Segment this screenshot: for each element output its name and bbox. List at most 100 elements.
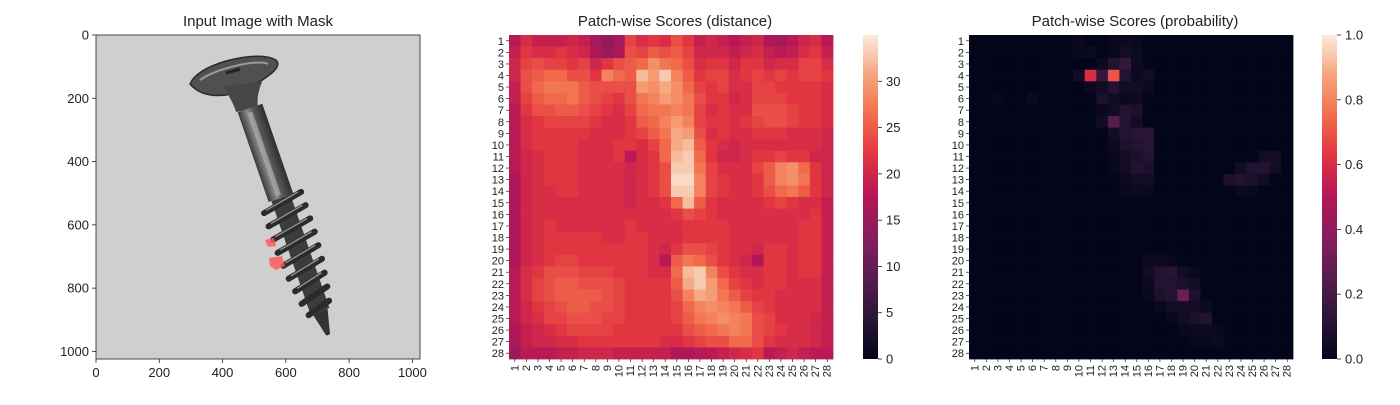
probability-heatmap-cell xyxy=(1281,92,1294,105)
probability-heatmap-cell xyxy=(1142,58,1155,71)
distance-heatmap-y-label: 20 xyxy=(492,256,504,268)
probability-heatmap-x-label: 21 xyxy=(1201,365,1213,377)
distance-heatmap-cell xyxy=(624,92,637,105)
probability-heatmap-cell xyxy=(1212,243,1224,256)
distance-heatmap-cell xyxy=(555,197,568,209)
distance-heatmap-cell xyxy=(555,266,568,279)
probability-heatmap-cell xyxy=(1188,46,1201,59)
distance-heatmap-cell xyxy=(798,92,811,105)
probability-heatmap-cell xyxy=(1235,335,1248,348)
image-y-tick-label: 800 xyxy=(67,281,89,296)
probability-heatmap-cell xyxy=(1003,185,1016,198)
probability-heatmap-cell xyxy=(1038,173,1051,186)
distance-heatmap-cell xyxy=(532,162,545,175)
distance-heatmap-cell xyxy=(671,58,683,71)
probability-heatmap-cell xyxy=(1084,139,1097,152)
probability-heatmap-cell xyxy=(1177,197,1190,209)
distance-heatmap-cell xyxy=(763,347,776,360)
distance-heatmap-cell xyxy=(728,58,741,71)
distance-heatmap-cells xyxy=(509,35,834,360)
probability-heatmap-cell xyxy=(1223,266,1236,279)
distance-heatmap-cell xyxy=(624,127,637,140)
probability-heatmap-cell xyxy=(1281,58,1294,71)
distance-heatmap-cell xyxy=(647,266,660,279)
probability-heatmap-cell xyxy=(1223,220,1236,233)
probability-heatmap-y-label: 16 xyxy=(952,209,964,221)
probability-heatmap-cell xyxy=(1177,266,1190,279)
distance-heatmap-cell xyxy=(682,58,695,71)
distance-heatmap-cell xyxy=(566,35,579,47)
probability-heatmap-cell xyxy=(1073,266,1086,279)
distance-heatmap-cell xyxy=(671,208,683,221)
distance-heatmap-cell xyxy=(682,139,695,152)
probability-heatmap-cell xyxy=(1223,254,1236,267)
distance-heatmap-cell xyxy=(590,312,602,325)
distance-heatmap-cell xyxy=(555,335,568,348)
probability-heatmap-cell xyxy=(980,139,993,152)
distance-heatmap-cell xyxy=(659,347,672,360)
probability-heatmap-cell xyxy=(1015,208,1028,221)
distance-heatmap-cell xyxy=(613,335,626,348)
distance-heatmap-cell xyxy=(705,150,718,163)
distance-heatmap-cell xyxy=(717,197,730,209)
probability-heatmap-cell xyxy=(1188,208,1201,221)
distance-heatmap-cell xyxy=(566,312,579,325)
distance-heatmap-cell xyxy=(705,173,718,186)
probability-heatmap-cell xyxy=(1050,220,1062,233)
probability-heatmap-cell xyxy=(1096,46,1109,59)
distance-heatmap-cell xyxy=(590,173,602,186)
distance-heatmap-cell xyxy=(717,347,730,360)
probability-heatmap-cell xyxy=(1165,92,1178,105)
distance-heatmap-cell xyxy=(786,197,799,209)
probability-heatmap-cell xyxy=(1223,197,1236,209)
probability-heatmap-cell xyxy=(1258,81,1271,94)
distance-heatmap-x-label: 11 xyxy=(625,365,637,376)
probability-heatmap-cell xyxy=(1188,324,1201,337)
probability-heatmap-cell xyxy=(1212,289,1224,302)
probability-heatmap-cell xyxy=(1073,312,1086,325)
distance-heatmap-cell xyxy=(543,35,556,47)
distance-heatmap-cell xyxy=(578,231,591,244)
probability-heatmap-cell xyxy=(1073,347,1086,360)
distance-heatmap-cell xyxy=(728,266,741,279)
probability-heatmap-cell xyxy=(1269,208,1282,221)
probability-heatmap-cell xyxy=(1188,127,1201,140)
distance-heatmap-cell xyxy=(636,312,649,325)
distance-heatmap-cell xyxy=(694,312,707,325)
probability-heatmap-x-label: 25 xyxy=(1247,365,1259,377)
probability-heatmap-cell xyxy=(992,104,1005,117)
distance-heatmap-cell xyxy=(532,243,545,256)
distance-heatmap-cell xyxy=(775,266,788,279)
distance-heatmap-cell xyxy=(786,254,799,267)
probability-heatmap-x-label: 1 xyxy=(969,365,981,371)
distance-colorbar xyxy=(863,35,878,359)
probability-heatmap-cell xyxy=(1223,58,1236,71)
probability-heatmap-cell xyxy=(1084,46,1097,59)
probability-heatmap-y-label: 7 xyxy=(958,105,964,117)
distance-heatmap-x-label: 25 xyxy=(787,365,799,377)
probability-heatmap-cell xyxy=(1142,301,1155,314)
distance-heatmap-cell xyxy=(705,335,718,348)
distance-heatmap-y-label: 1 xyxy=(498,36,504,48)
probability-heatmap-cell xyxy=(1131,173,1143,186)
probability-heatmap-x-label: 20 xyxy=(1189,365,1201,377)
probability-heatmap-cell xyxy=(1107,347,1120,360)
distance-heatmap-cell xyxy=(763,81,776,94)
probability-heatmap-cell xyxy=(1061,231,1074,244)
distance-heatmap-cell xyxy=(509,35,521,47)
distance-heatmap-cell xyxy=(694,231,707,244)
probability-heatmap-cell xyxy=(1200,150,1213,163)
distance-heatmap-cell xyxy=(763,127,776,140)
probability-heatmap-y-label: 5 xyxy=(958,82,964,94)
distance-heatmap-cell xyxy=(821,324,834,337)
probability-heatmap-cell xyxy=(1119,173,1132,186)
probability-heatmap-cell xyxy=(1223,278,1236,290)
distance-heatmap-cell xyxy=(798,81,811,94)
probability-heatmap-cell xyxy=(1003,335,1016,348)
probability-heatmap-cell xyxy=(980,35,993,47)
probability-heatmap-cell xyxy=(1003,197,1016,209)
probability-heatmap-cell xyxy=(969,324,981,337)
image-x-tick-label: 600 xyxy=(275,365,297,380)
distance-heatmap-cell xyxy=(728,347,741,360)
distance-heatmap-cell xyxy=(590,35,602,47)
